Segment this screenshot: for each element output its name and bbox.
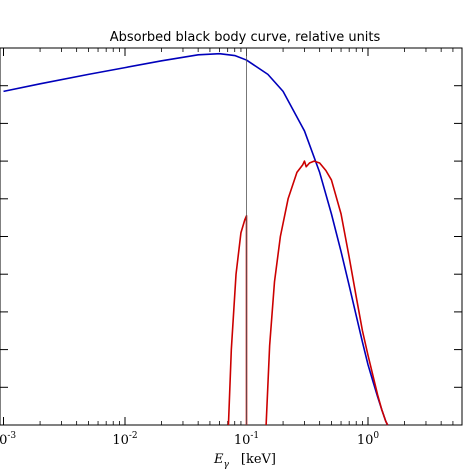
- chart-title: Absorbed black body curve, relative unit…: [110, 30, 381, 45]
- x-tick-label: 10-1: [234, 431, 259, 448]
- x-axis-label: Eγ [keV]: [213, 452, 276, 470]
- tick-label-group: 10-3 10-2 10-1 100: [0, 431, 379, 448]
- x-tick-label: 10-2: [112, 431, 137, 448]
- series-line-1-segment-1: [265, 160, 389, 426]
- x-tick-label: 10-3: [0, 431, 16, 448]
- x-tick-label: 100: [357, 431, 380, 448]
- series-line-0: [3, 52, 389, 426]
- series-line-1-segment-0: [227, 214, 248, 426]
- series-group: [3, 52, 389, 426]
